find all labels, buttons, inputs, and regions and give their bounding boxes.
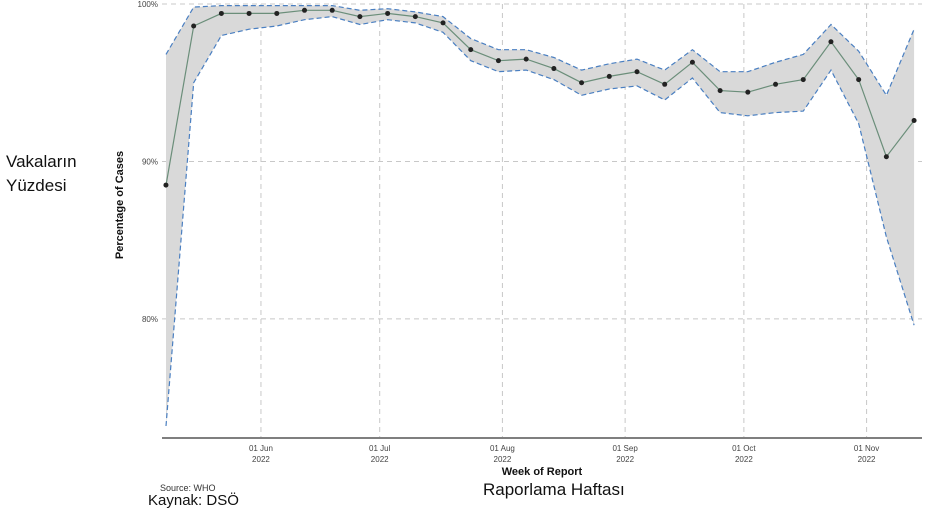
y-axis-title: Percentage of Cases [114,151,126,259]
data-point [911,118,917,124]
data-point [440,20,446,26]
data-point [274,10,280,16]
lower-bound-line [165,15,915,427]
x-tick-year-label: 2022 [371,455,389,464]
data-point [606,73,612,79]
data-point [246,10,252,16]
data-point [828,39,834,45]
data-point [717,88,723,94]
confidence-band-area [166,5,915,426]
data-point [579,80,585,86]
data-point [634,69,640,75]
y-tick-label: 90% [142,157,158,166]
y-axis-translated-label: Vakaların Yüzdesi [6,152,77,195]
data-point [883,154,889,160]
data-point [385,10,391,16]
data-point [357,14,363,20]
series-line [165,9,915,186]
data-point [495,58,501,64]
data-point [468,47,474,53]
data-point [329,7,335,13]
data-point [412,14,418,20]
x-tick-label: 01 Nov [854,444,879,453]
x-axis-title: Week of Report [502,466,583,478]
confidence-band [165,4,915,427]
data-point [800,77,806,83]
data-point [773,81,779,87]
y-tick-label: 100% [138,0,158,9]
data-point [302,7,307,13]
x-tick-year-label: 2022 [616,455,634,464]
data-point [523,56,529,62]
x-tick-label: 01 Oct [732,444,756,453]
data-point [218,10,224,16]
x-tick-label: 01 Jul [369,444,391,453]
x-tick-year-label: 2022 [858,455,876,464]
data-point [856,77,862,83]
data-point [745,89,751,95]
axes: 80% 90% 100% 01 Jun 2022 01 Jul 2022 01 Aug 2022… [138,0,922,464]
data-point [551,66,557,72]
x-tick-year-label: 2022 [735,455,753,464]
data-point [191,23,197,29]
upper-bound-line [165,4,915,97]
source-note: Source: WHO [160,483,216,493]
y-tick-label: 80% [142,315,158,324]
data-point [163,182,169,188]
x-axis-translated-label: Raporlama Haftası [483,480,625,499]
x-tick-label: 01 Jun [249,444,273,453]
data-series [163,7,917,188]
x-tick-label: 01 Sep [612,444,638,453]
data-point [689,59,695,65]
source-note-translated: Kaynak: DSÖ [148,492,239,509]
data-point [662,81,668,87]
x-tick-year-label: 2022 [252,455,270,464]
x-tick-label: 01 Aug [490,444,515,453]
x-tick-year-label: 2022 [494,455,512,464]
